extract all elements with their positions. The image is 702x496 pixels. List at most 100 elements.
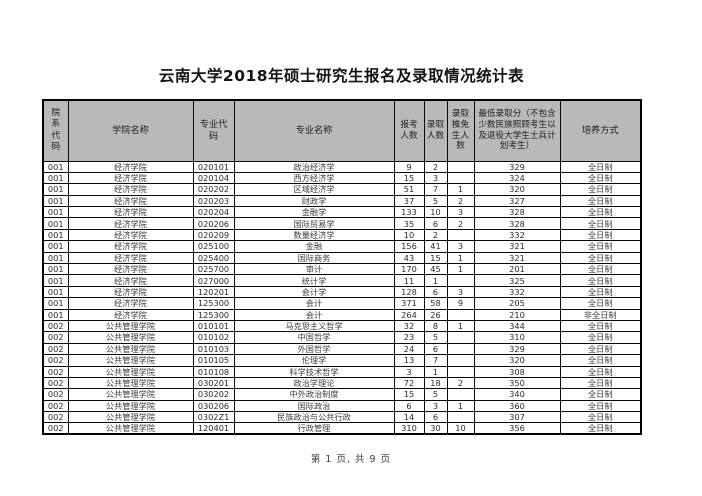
cell-mode: 全日制 <box>559 228 642 242</box>
cell-major_code: 010108 <box>192 365 235 378</box>
cell-min_score: 324 <box>473 171 561 185</box>
cell-min_score: 332 <box>473 285 561 299</box>
cell-major_code: 027000 <box>192 274 235 287</box>
cell-dept_code: 002 <box>42 411 69 424</box>
cell-dept_code: 002 <box>42 331 69 344</box>
cell-major_code: 025100 <box>192 240 235 253</box>
cell-major_name: 伦理学 <box>233 354 395 367</box>
cell-exempt <box>446 365 475 378</box>
table-row: 001 经济学院 125300 会计 264 26 210 非全日制 <box>42 308 642 321</box>
table-row: 002 公共管理学院 030206 国际政治 6 3 1 360 全日制 <box>42 399 642 413</box>
cell-major_code: 010102 <box>192 331 235 344</box>
cell-dept_code: 001 <box>42 297 69 310</box>
table-row: 002 公共管理学院 030202 中外政治制度 15 5 340 全日制 <box>42 388 642 401</box>
cell-min_score: 329 <box>473 342 561 356</box>
cell-college: 经济学院 <box>67 262 194 276</box>
cell-exempt <box>446 354 475 367</box>
cell-college: 经济学院 <box>67 194 194 208</box>
cell-dept_code: 001 <box>42 183 69 196</box>
cell-major_name: 数量经济学 <box>233 228 395 242</box>
cell-applicants: 43 <box>393 251 425 265</box>
cell-exempt: 1 <box>446 319 475 333</box>
cell-major_code: 020101 <box>192 160 235 173</box>
cell-exempt <box>446 331 475 344</box>
cell-min_score: 344 <box>473 319 561 333</box>
cell-dept_code: 001 <box>42 206 69 219</box>
cell-college: 经济学院 <box>67 240 194 253</box>
cell-major_name: 外国哲学 <box>233 342 395 356</box>
admission-stats-table: 院系代码 学院名称 专业代码 专业名称 报考人数 录取人数 录取推免生人数 最低… <box>42 99 642 436</box>
cell-college: 经济学院 <box>67 217 194 230</box>
cell-mode: 全日制 <box>559 376 642 390</box>
cell-college: 公共管理学院 <box>67 422 194 435</box>
cell-applicants: 156 <box>393 240 425 253</box>
cell-major_code: 0302Z1 <box>192 411 235 424</box>
cell-admitted: 18 <box>423 376 448 390</box>
cell-college: 经济学院 <box>67 160 194 173</box>
cell-dept_code: 002 <box>42 365 69 378</box>
cell-min_score: 210 <box>473 308 561 321</box>
table-row: 002 公共管理学院 010103 外国哲学 24 6 329 全日制 <box>42 342 642 356</box>
cell-min_score: 332 <box>473 228 561 242</box>
cell-applicants: 23 <box>393 331 425 344</box>
cell-dept_code: 002 <box>42 376 69 390</box>
cell-major_name: 统计学 <box>233 274 395 287</box>
cell-exempt <box>446 411 475 424</box>
cell-college: 经济学院 <box>67 297 194 310</box>
col-header-mode: 培养方式 <box>559 99 642 162</box>
cell-applicants: 170 <box>393 262 425 276</box>
cell-mode: 全日制 <box>559 183 642 196</box>
cell-mode: 全日制 <box>559 354 642 367</box>
cell-min_score: 320 <box>473 354 561 367</box>
cell-major_name: 政治学理论 <box>233 376 395 390</box>
cell-admitted: 58 <box>423 297 448 310</box>
cell-min_score: 360 <box>473 399 561 413</box>
cell-college: 公共管理学院 <box>67 319 194 333</box>
cell-college: 经济学院 <box>67 251 194 265</box>
cell-min_score: 356 <box>473 422 561 435</box>
cell-mode: 全日制 <box>559 240 642 253</box>
cell-min_score: 325 <box>473 274 561 287</box>
cell-admitted: 41 <box>423 240 448 253</box>
col-header-min-score: 最低录取分（不包含少数民族照顾考生以及退役大学生士兵计划考生） <box>473 99 561 162</box>
cell-applicants: 10 <box>393 228 425 242</box>
cell-applicants: 35 <box>393 217 425 230</box>
col-header-applicants: 报考人数 <box>393 99 425 162</box>
table-header: 院系代码 学院名称 专业代码 专业名称 报考人数 录取人数 录取推免生人数 最低… <box>42 99 642 162</box>
cell-min_score: 340 <box>473 388 561 401</box>
cell-mode: 全日制 <box>559 422 642 435</box>
cell-admitted: 5 <box>423 388 448 401</box>
cell-college: 经济学院 <box>67 206 194 219</box>
cell-mode: 全日制 <box>559 285 642 299</box>
cell-min_score: 350 <box>473 376 561 390</box>
cell-major_name: 科学技术哲学 <box>233 365 395 378</box>
table-row: 001 经济学院 020204 金融学 133 10 3 328 全日制 <box>42 206 642 219</box>
cell-applicants: 37 <box>393 194 425 208</box>
table-body: 001 经济学院 020101 政治经济学 9 2 329 全日制 001 经济学院 020104 西… <box>42 160 642 435</box>
cell-dept_code: 002 <box>42 422 69 435</box>
cell-major_code: 120201 <box>192 285 235 299</box>
cell-dept_code: 001 <box>42 160 69 173</box>
cell-dept_code: 002 <box>42 342 69 356</box>
col-header-college: 学院名称 <box>67 99 194 162</box>
cell-exempt: 1 <box>446 399 475 413</box>
cell-major_name: 金融学 <box>233 206 395 219</box>
cell-min_score: 328 <box>473 206 561 219</box>
cell-exempt: 10 <box>446 422 475 435</box>
cell-major_code: 025400 <box>192 251 235 265</box>
cell-dept_code: 001 <box>42 217 69 230</box>
cell-admitted: 1 <box>423 274 448 287</box>
cell-major_name: 区域经济学 <box>233 183 395 196</box>
cell-mode: 全日制 <box>559 342 642 356</box>
cell-dept_code: 002 <box>42 319 69 333</box>
cell-major_name: 金融 <box>233 240 395 253</box>
cell-applicants: 128 <box>393 285 425 299</box>
cell-major_code: 010103 <box>192 342 235 356</box>
cell-major_name: 中外政治制度 <box>233 388 395 401</box>
cell-exempt: 3 <box>446 206 475 219</box>
cell-applicants: 15 <box>393 388 425 401</box>
cell-major_code: 030202 <box>192 388 235 401</box>
table-row: 001 经济学院 020209 数量经济学 10 2 332 全日制 <box>42 228 642 242</box>
table-row: 001 经济学院 020101 政治经济学 9 2 329 全日制 <box>42 160 642 173</box>
cell-major_code: 030206 <box>192 399 235 413</box>
